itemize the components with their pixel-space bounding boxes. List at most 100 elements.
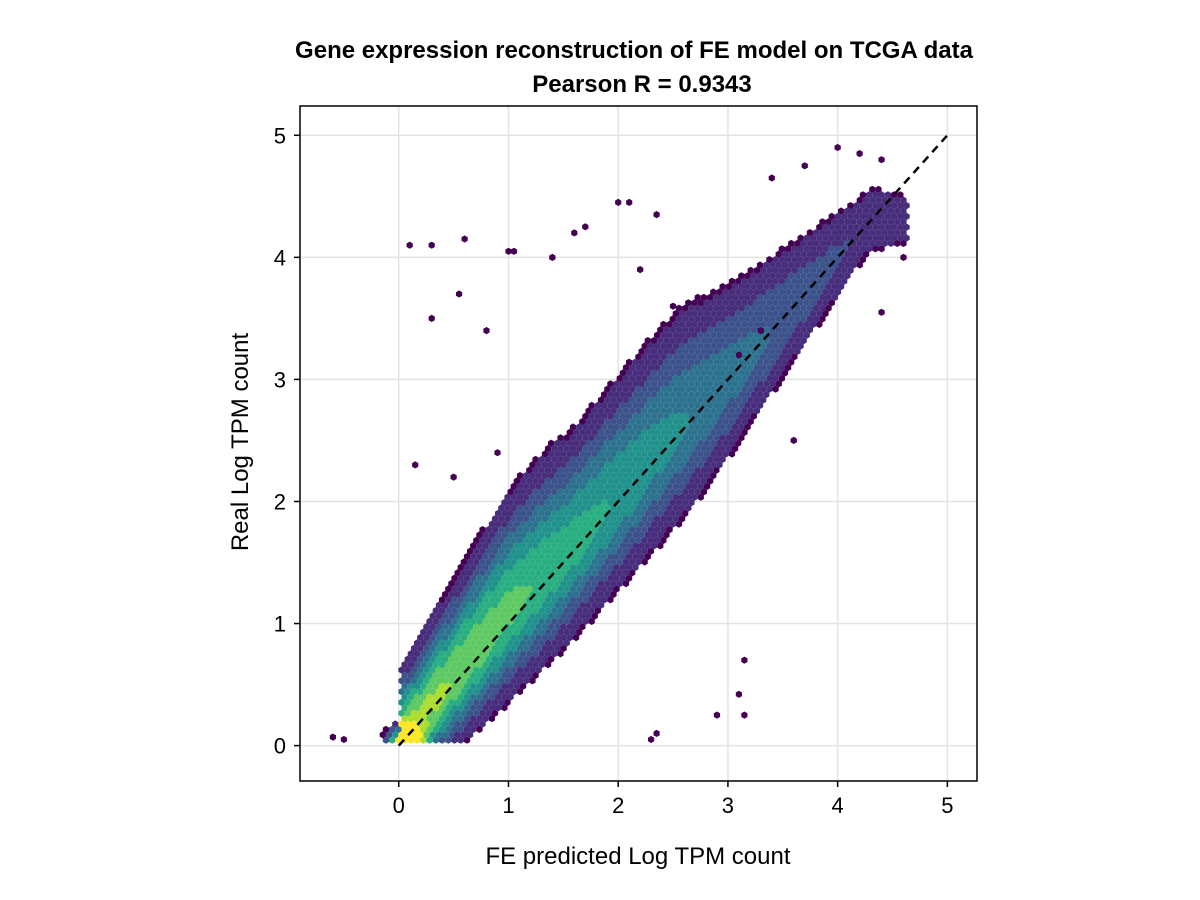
hexbin-cell <box>735 299 742 307</box>
hexbin-cell <box>573 450 580 458</box>
hexbin-cell <box>663 434 670 442</box>
hexbin-cell <box>744 401 751 409</box>
hexbin-cell <box>806 261 813 269</box>
hexbin-cell <box>520 639 527 647</box>
hexbin-cell <box>597 558 605 566</box>
hexbin-cell <box>753 277 760 285</box>
hexbin-cell <box>663 531 670 539</box>
hexbin-cell <box>613 477 620 485</box>
hexbin-cell <box>763 358 770 366</box>
hexbin-cell <box>719 283 726 291</box>
hexbin-cell <box>719 337 726 345</box>
hexbin-cell <box>507 542 514 550</box>
hexbin-cell <box>675 315 683 323</box>
hexbin-cell <box>485 526 492 534</box>
hexbin-cell <box>666 407 673 415</box>
hexbin-cell <box>675 466 683 474</box>
hexbin-cell <box>710 472 717 480</box>
hexbin-cell <box>579 439 586 447</box>
hexbin-cell <box>488 661 495 669</box>
hexbin-cell <box>548 493 555 501</box>
hexbin-cell <box>644 520 651 528</box>
hexbin-cell <box>532 455 539 463</box>
hexbin-cell <box>491 536 499 544</box>
hexbin-cell <box>535 472 542 480</box>
hexbin-cell <box>666 504 673 512</box>
hexbin-cell <box>601 553 608 561</box>
y-tick-label: 3 <box>274 367 286 392</box>
hexbin-cell <box>619 380 626 388</box>
hexbin-cell <box>760 385 767 393</box>
hexbin-cell <box>897 234 904 242</box>
hexbin-cell <box>707 380 714 388</box>
hexbin-cell <box>548 655 555 663</box>
hexbin-cell <box>800 337 807 345</box>
hexbin-cell <box>451 725 458 733</box>
hexbin-cell <box>585 504 592 512</box>
hexbin-cell <box>588 401 595 409</box>
hexbin-cell <box>457 715 464 723</box>
hexbin-cell <box>654 472 661 480</box>
hexbin-cell <box>841 223 848 231</box>
hexbin-cell <box>738 315 745 323</box>
hexbin-cell <box>725 391 732 399</box>
hexbin-cell <box>722 418 729 426</box>
hexbin-cell-outlier <box>582 223 589 231</box>
hexbin-cell <box>526 661 533 669</box>
hexbin-cell <box>756 304 764 312</box>
hexbin-cell <box>619 445 626 453</box>
hexbin-cell <box>679 461 686 469</box>
hexbin-cell <box>407 693 414 701</box>
hexbin-cell <box>526 488 533 496</box>
hexbin-cell <box>760 374 767 382</box>
hexbin-cell <box>700 445 707 453</box>
hexbin-cell <box>797 310 804 318</box>
hexbin-cell <box>535 580 542 588</box>
hexbin-cell <box>741 396 748 404</box>
hexbin-cell <box>666 396 673 404</box>
hexbin-cell <box>760 353 767 361</box>
hexbin-cell <box>778 277 785 285</box>
hexbin-cell <box>479 569 486 577</box>
hexbin-cell <box>769 347 776 355</box>
hexbin-cell <box>548 536 555 544</box>
hexbin-cell <box>697 396 704 404</box>
hexbin-cell <box>647 428 654 436</box>
hexbin-cell <box>573 504 580 512</box>
hexbin-cell <box>650 445 658 453</box>
hexbin-cell <box>828 266 835 274</box>
hexbin-cell <box>691 396 698 404</box>
hexbin-cell <box>470 542 477 550</box>
hexbin-cell <box>747 385 754 393</box>
hexbin-cell <box>557 520 564 528</box>
hexbin-cell <box>507 671 514 679</box>
hexbin-cell <box>853 223 860 231</box>
hexbin-cell <box>479 666 486 674</box>
hexbin-cell <box>803 256 810 264</box>
hexbin-cell <box>601 412 608 420</box>
hexbin-cell <box>426 736 433 744</box>
hexbin-cell <box>766 299 773 307</box>
hexbin-cell <box>703 418 711 426</box>
hexbin-cell <box>442 655 449 663</box>
hexbin-cell <box>491 558 499 566</box>
hexbin-cell <box>432 736 439 744</box>
hexbin-cell <box>582 607 589 615</box>
hexbin-cell <box>797 266 804 274</box>
hexbin-cell <box>601 542 608 550</box>
hexbin-cell <box>800 315 807 323</box>
hexbin-cell <box>697 374 704 382</box>
hexbin-cell <box>735 320 742 328</box>
hexbin-cell <box>694 315 701 323</box>
hexbin-cell <box>507 585 514 593</box>
hexbin-cell <box>722 331 729 339</box>
hexbin-cell <box>875 229 882 237</box>
hexbin-cell <box>825 250 832 258</box>
hexbin-cell <box>622 396 630 404</box>
hexbin-cell <box>872 191 879 199</box>
hexbin-cell <box>716 320 723 328</box>
hexbin-cell <box>647 353 654 361</box>
hexbin-cell <box>732 401 739 409</box>
hexbin-cell <box>573 569 580 577</box>
hexbin-cell <box>654 374 661 382</box>
